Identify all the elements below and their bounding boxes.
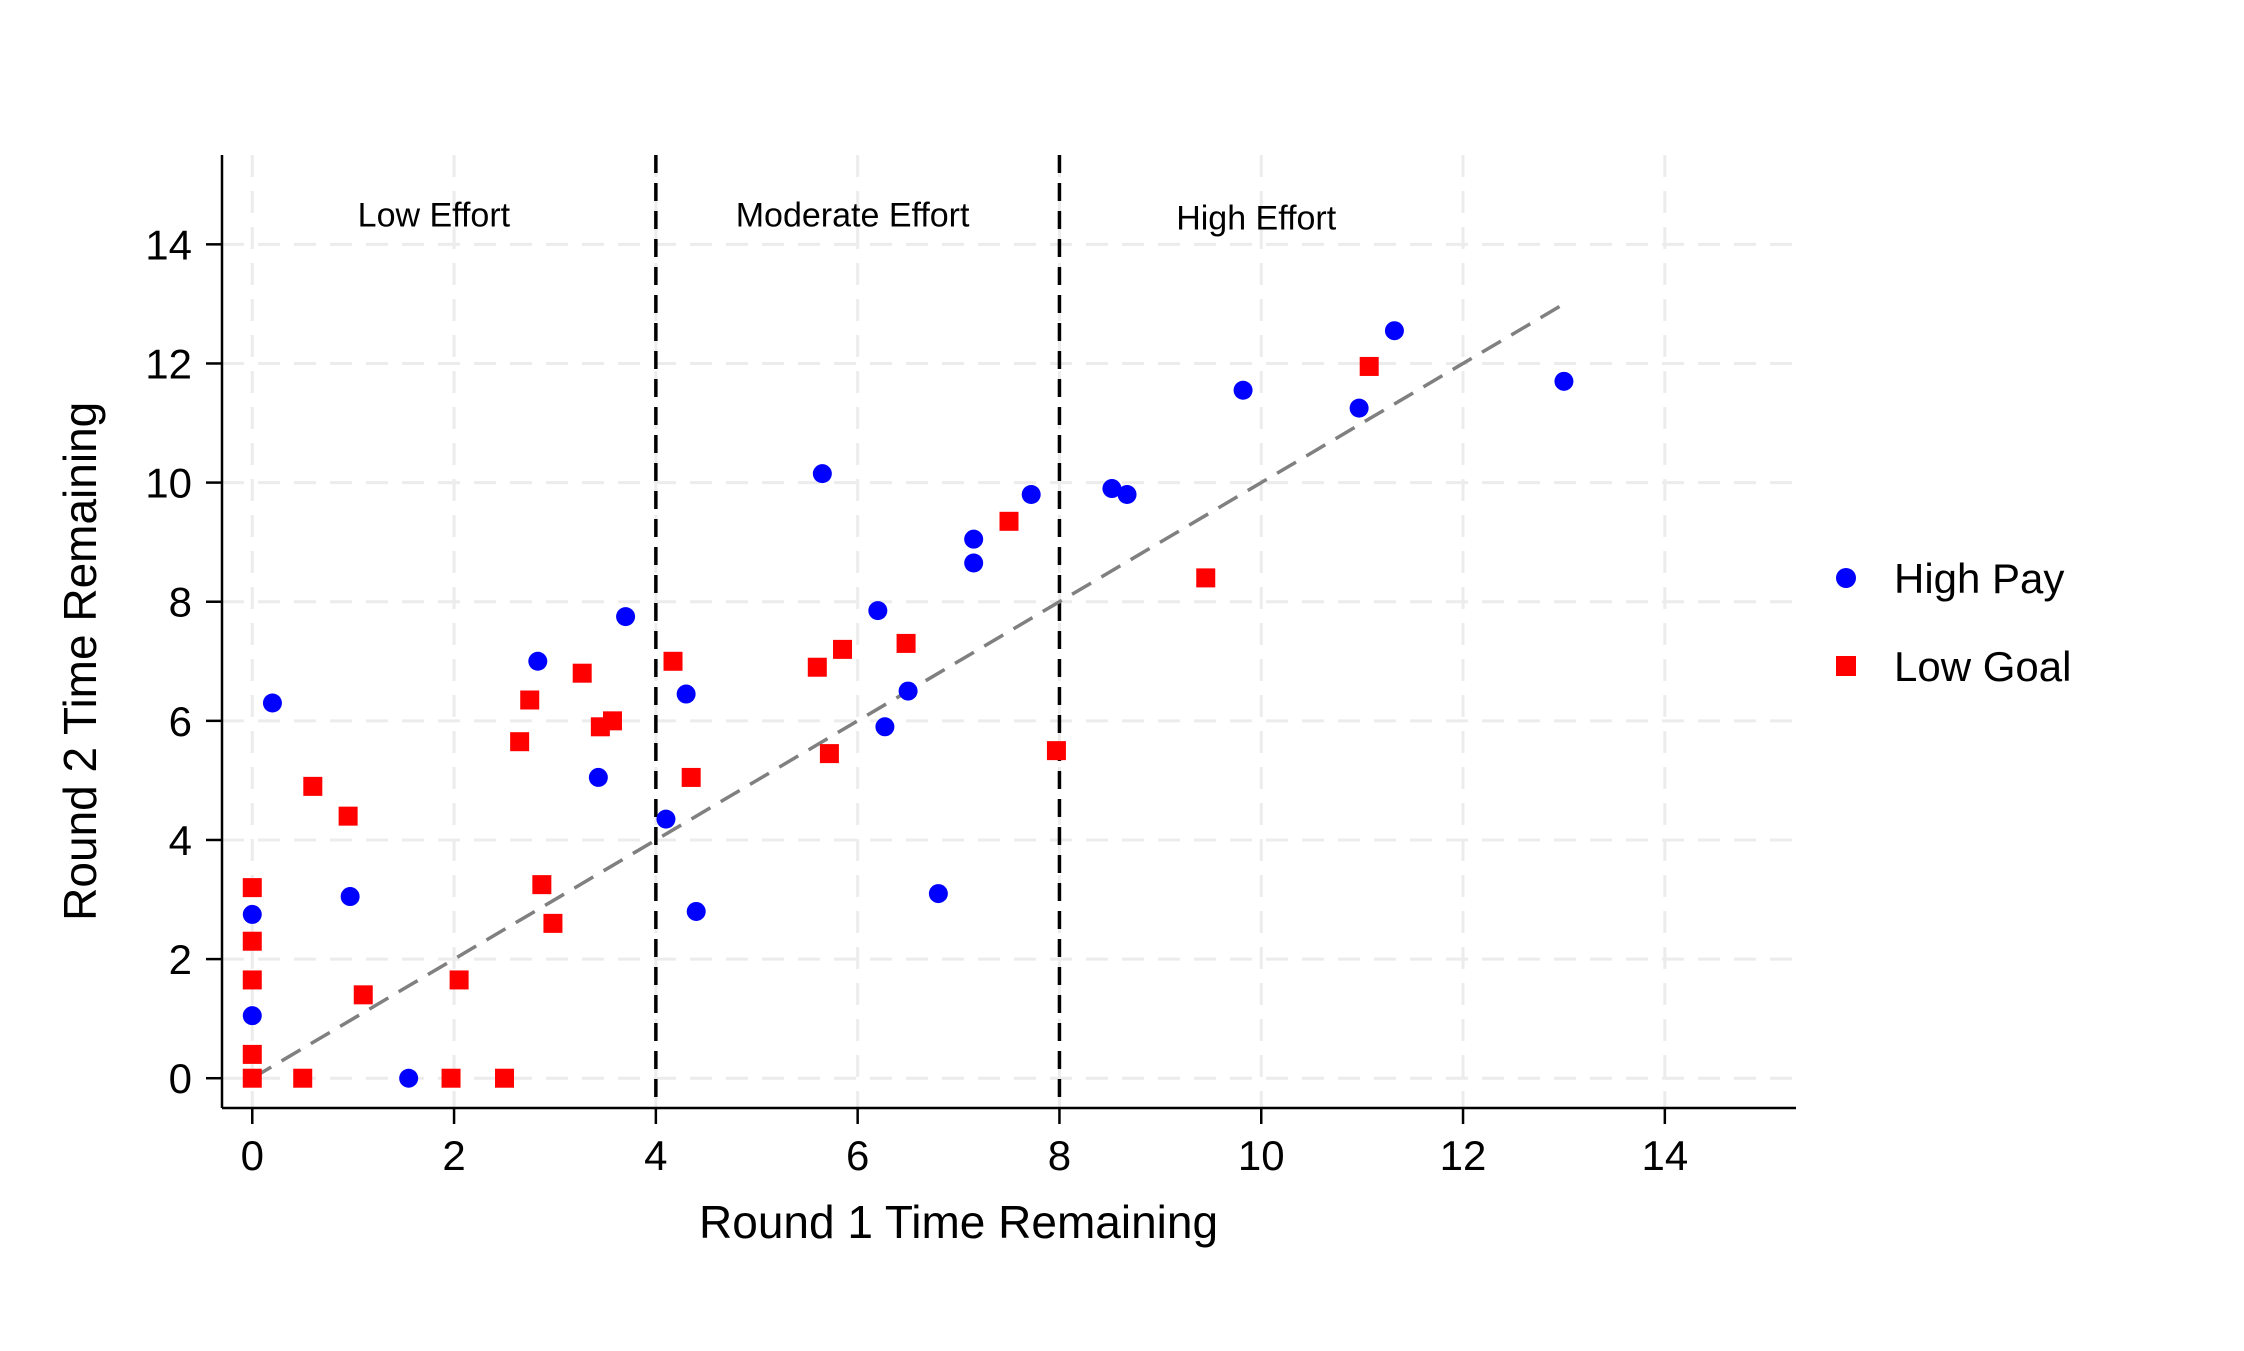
low-goal-point [293, 1068, 313, 1088]
region-label: Moderate Effort [736, 196, 970, 234]
x-tick-label: 6 [846, 1132, 869, 1179]
low-goal-point [495, 1068, 515, 1088]
low-goal-point [242, 878, 262, 898]
reference-lines [251, 155, 1565, 1108]
low-goal-point [338, 806, 358, 826]
low-goal-point [303, 776, 323, 796]
y-tick-label: 12 [145, 340, 192, 387]
high-pay-point [528, 651, 548, 671]
high-pay-point [1554, 371, 1574, 391]
region-label: High Effort [1176, 199, 1337, 237]
high-pay-point [1349, 398, 1369, 418]
low-goal-point [543, 913, 563, 933]
high-pay-point [868, 601, 888, 621]
low-goal-point [441, 1068, 461, 1088]
high-pay-point [588, 767, 608, 787]
low-goal-point [242, 970, 262, 990]
low-goal-point [572, 663, 592, 683]
legend-marker-low-goal [1836, 656, 1856, 676]
low-goal-point [819, 744, 839, 764]
y-tick-label: 0 [169, 1055, 192, 1102]
high-pay-point [1102, 479, 1122, 499]
low-goal-point [833, 639, 853, 659]
y-tick-label: 4 [169, 817, 192, 864]
low-goal-point [353, 985, 373, 1005]
high-pay-point [686, 901, 706, 921]
high-pay-point [262, 693, 282, 713]
low-goal-point [1359, 356, 1379, 376]
x-axis-title: Round 1 Time Remaining [699, 1196, 1218, 1248]
region-label: Low Effort [358, 196, 511, 234]
low-goal-point [520, 690, 540, 710]
low-goal-point [602, 711, 622, 731]
low-goal-point [896, 633, 916, 653]
legend-marker-high-pay [1836, 568, 1856, 588]
y-tick-label: 10 [145, 460, 192, 507]
y-tick-label: 2 [169, 936, 192, 983]
high-pay-point [875, 717, 895, 737]
gridlines [222, 155, 1796, 1108]
x-tick-label: 8 [1048, 1132, 1071, 1179]
x-tick-label: 10 [1238, 1132, 1285, 1179]
high-pay-point [928, 884, 948, 904]
high-pay-point [616, 607, 636, 627]
low-goal-point [1196, 568, 1216, 588]
high-pay-point [1117, 485, 1137, 505]
legend-label: Low Goal [1894, 643, 2071, 690]
high-pay-point [656, 809, 676, 829]
low-goal-point [449, 970, 469, 990]
high-pay-point [964, 553, 984, 573]
x-tick-label: 4 [644, 1132, 667, 1179]
x-tick-label: 12 [1440, 1132, 1487, 1179]
legend-label: High Pay [1894, 555, 2064, 602]
high-pay-point [812, 464, 832, 484]
high-pay-point [1021, 485, 1041, 505]
low-goal-point [242, 1068, 262, 1088]
low-goal-point [242, 1044, 262, 1064]
region-labels: Low Effort Moderate Effort High Effort [358, 196, 1337, 237]
y-tick-label: 8 [169, 579, 192, 626]
y-axis-title: Round 2 Time Remaining [54, 402, 106, 921]
x-tick-label: 0 [241, 1132, 264, 1179]
x-tick-label: 2 [442, 1132, 465, 1179]
data-points [242, 321, 1574, 1088]
low-goal-point [510, 732, 530, 752]
high-pay-point [1384, 321, 1404, 341]
low-goal-point [242, 931, 262, 951]
low-goal-point [999, 511, 1019, 531]
high-pay-point [1233, 380, 1253, 400]
high-pay-point [898, 681, 918, 701]
y-tick-label: 14 [145, 221, 192, 268]
x-tick-label: 14 [1641, 1132, 1688, 1179]
high-pay-point [242, 904, 262, 924]
low-goal-point [663, 651, 683, 671]
legend: High Pay Low Goal [1836, 555, 2071, 690]
low-goal-point [681, 767, 701, 787]
high-pay-point [242, 1006, 262, 1026]
low-goal-point [532, 875, 552, 895]
y-tick-label: 6 [169, 698, 192, 745]
high-pay-point [340, 887, 360, 907]
low-goal-point [1046, 741, 1066, 761]
high-pay-point [399, 1068, 419, 1088]
axes: 0 2 4 6 8 10 12 14 0 2 4 6 8 10 12 14 [145, 155, 1796, 1179]
high-pay-point [676, 684, 696, 704]
high-pay-point [964, 529, 984, 549]
low-goal-point [807, 657, 827, 677]
